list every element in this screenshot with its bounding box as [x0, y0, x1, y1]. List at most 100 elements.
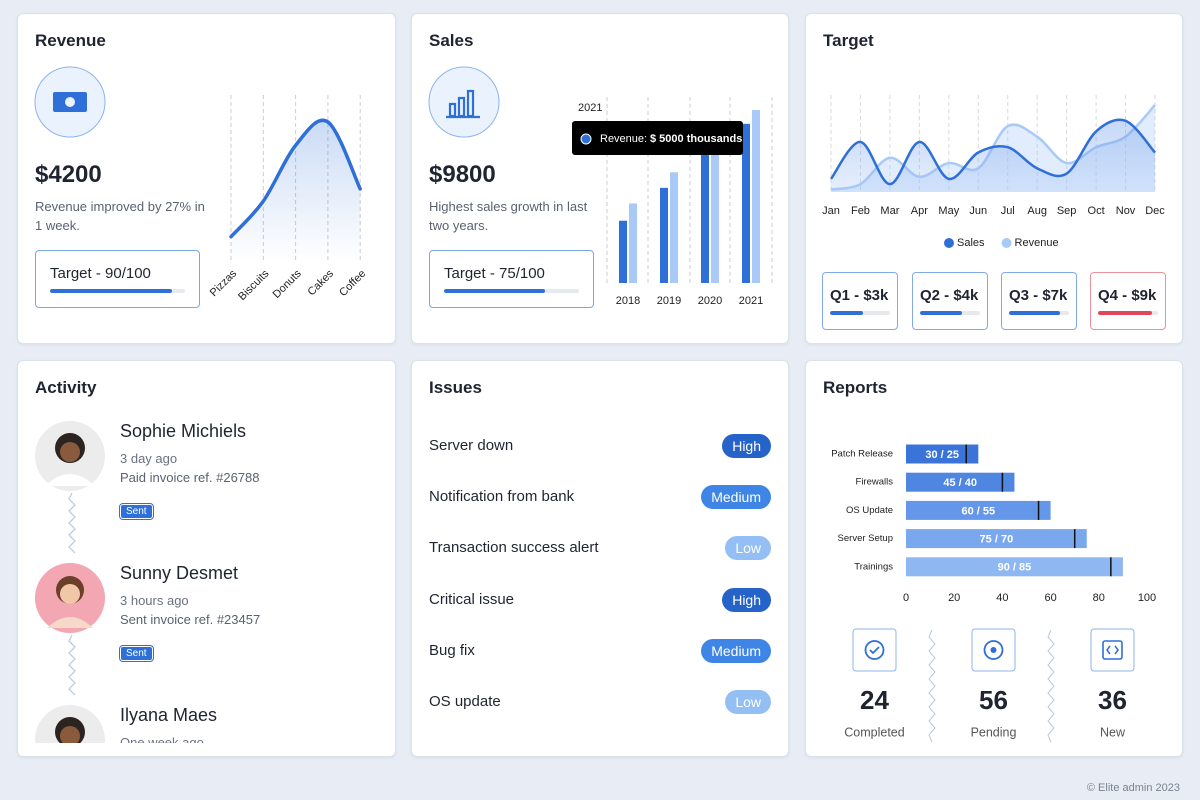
quarter-label: Q4 - $9k: [1098, 287, 1157, 304]
x-tick-label: Feb: [851, 205, 870, 217]
line: [229, 118, 362, 239]
progress-track: [50, 289, 185, 293]
progress-fill: [50, 289, 172, 293]
person-name: Sunny Desmet: [120, 563, 239, 583]
value-label: 30 / 25: [925, 449, 959, 461]
timeline-line: [68, 634, 76, 696]
bar: [701, 154, 709, 283]
card-title: Activity: [35, 378, 97, 397]
tooltip: [572, 121, 743, 155]
activity-time: One week ago: [120, 735, 204, 743]
priority-badge: High: [722, 587, 771, 612]
progress-track: [1009, 311, 1069, 315]
bar: [629, 203, 637, 283]
quarter-box: [822, 272, 898, 330]
target-box: [429, 250, 594, 308]
divider: [1047, 629, 1055, 743]
quarter-box: [1001, 272, 1077, 330]
stat-value: 24: [860, 685, 889, 715]
x-tick-label: 2020: [698, 295, 722, 307]
priority-badge: Medium: [701, 638, 771, 663]
x-tick-label: Biscuits: [236, 267, 272, 303]
amount: $9800: [429, 161, 496, 188]
priority-badge: Low: [725, 690, 771, 714]
bar: [670, 172, 678, 283]
priority-badge: Low: [725, 536, 771, 561]
card-title: Revenue: [35, 31, 106, 50]
tooltip-marker: [580, 133, 592, 145]
legend-label: Revenue: [1015, 237, 1059, 249]
avatar: [35, 705, 105, 743]
progress-track: [830, 311, 890, 315]
x-tick-label: Jan: [822, 205, 840, 217]
bar: [742, 123, 750, 283]
target-label: Target - 75/100: [444, 265, 545, 282]
activity-note: Paid invoice ref. #26788: [120, 470, 260, 485]
status-badge: Sent: [119, 503, 154, 520]
y-tick-label: Trainings: [854, 561, 893, 572]
y-tick-label: Patch Release: [831, 449, 893, 460]
footer: © Elite admin 2023: [1086, 782, 1180, 794]
chart-icon: [428, 66, 500, 138]
progress-fill: [920, 311, 962, 315]
issue-label: Bug fix: [429, 641, 475, 659]
tooltip-label: Revenue:: [600, 133, 647, 145]
card-title: Sales: [429, 31, 474, 50]
x-tick-label: 2018: [616, 295, 640, 307]
value-label: 90 / 85: [998, 562, 1032, 574]
x-tick-label: 20: [948, 592, 960, 604]
activity-note: Sent invoice ref. #23457: [120, 612, 261, 627]
stat-label: Pending: [971, 725, 1017, 739]
stat-icon: [1090, 628, 1135, 672]
x-tick-label: Pizzas: [208, 267, 240, 299]
x-tick-label: 80: [1093, 592, 1105, 604]
issues-card: [411, 360, 789, 757]
bar: [906, 444, 979, 464]
bar: [906, 500, 1051, 520]
bar: [906, 472, 1015, 492]
progress-track: [444, 289, 579, 293]
priority-badge: Medium: [701, 485, 771, 510]
progress-fill: [444, 289, 546, 293]
activity-time: 3 hours ago: [120, 593, 189, 608]
amount: $4200: [35, 161, 102, 188]
note: Revenue improved by 27% in 1 week.: [35, 199, 205, 233]
area: [231, 120, 361, 263]
issue-label: Notification from bank: [429, 488, 575, 506]
x-tick-label: Jun: [969, 205, 987, 217]
y-tick-label: OS Update: [846, 505, 893, 516]
quarter-box: [912, 272, 988, 330]
x-tick-label: Cakes: [306, 267, 337, 298]
note: Highest sales growth in last two years.: [429, 199, 588, 233]
bar: [711, 139, 719, 283]
y-tick-label: Firewalls: [856, 477, 894, 488]
progress-fill: [1098, 311, 1152, 315]
bar: [752, 110, 760, 283]
progress-track: [920, 311, 980, 315]
stat-value: 36: [1098, 685, 1127, 715]
target-box: [35, 250, 200, 308]
stat-value: 56: [979, 685, 1008, 715]
x-tick-label: 40: [996, 592, 1008, 604]
progress-fill: [1009, 311, 1060, 315]
line: [829, 118, 1156, 186]
status-badge: Sent: [119, 645, 154, 662]
value-label: 60 / 55: [961, 505, 995, 517]
quarter-label: Q2 - $4k: [920, 287, 979, 304]
stat-label: Completed: [844, 725, 904, 739]
x-tick-label: Dec: [1145, 205, 1165, 217]
x-tick-label: Coffee: [337, 268, 368, 299]
issue-label: Transaction success alert: [429, 539, 599, 557]
timeline-line: [68, 492, 76, 554]
value-label: 45 / 40: [943, 477, 977, 489]
x-tick-label: Donuts: [271, 267, 304, 300]
quarter-label: Q1 - $3k: [830, 287, 889, 304]
legend-label: Sales: [957, 237, 985, 249]
x-tick-label: Apr: [911, 205, 928, 217]
person-name: Sophie Michiels: [120, 421, 247, 441]
x-tick-label: May: [938, 205, 959, 217]
bar: [906, 529, 1087, 549]
divider: [928, 629, 936, 743]
